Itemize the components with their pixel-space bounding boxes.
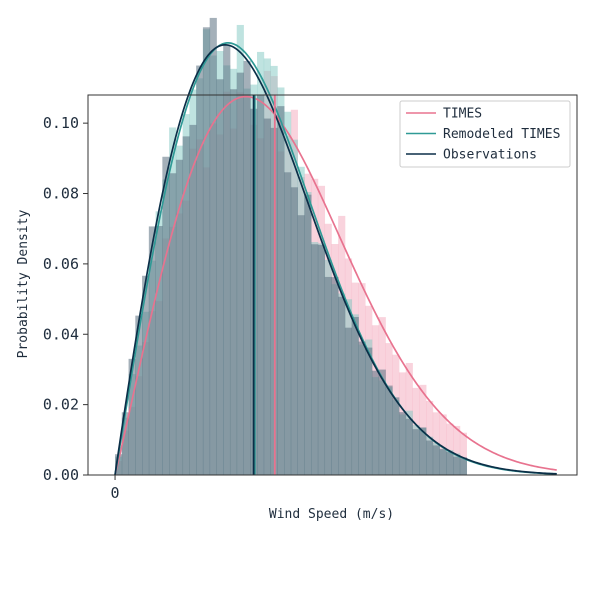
density-curve-times [114, 95, 557, 476]
hist-bar-observations [142, 275, 150, 475]
legend-label-times: TIMES [443, 107, 482, 122]
legend: TIMES Remodeled TIMES Observations [399, 100, 571, 168]
hist-bar-observations [169, 173, 177, 475]
legend-label-observations: Observations [443, 148, 537, 163]
y-axis-ticks: 0.00 0.02 0.04 0.06 0.08 0.10 [43, 114, 88, 484]
x-axis-ticks: 0 [111, 475, 120, 502]
hist-bar-observations [216, 79, 224, 476]
y-tick-label: 0.08 [43, 185, 79, 203]
hist-bar-observations [263, 118, 271, 475]
legend-label-remodeled-times: Remodeled TIMES [443, 127, 560, 142]
hist-bar-observations [257, 94, 265, 475]
hist-bar-observations [162, 156, 170, 475]
hist-bar-observations [405, 418, 413, 475]
histogram-bars [115, 17, 467, 476]
hist-bar-observations [196, 65, 204, 476]
hist-bar-observations [236, 72, 244, 475]
hist-bar-observations [432, 445, 440, 475]
density-curve-observations [114, 43, 557, 476]
hist-bar-times [453, 425, 461, 475]
legend-box [399, 100, 571, 168]
y-tick-label: 0.02 [43, 396, 79, 414]
y-tick-label: 0.10 [43, 114, 79, 132]
hist-bar-observations [175, 159, 184, 476]
hist-bar-observations [121, 412, 129, 475]
hist-bar-observations [284, 172, 292, 475]
hist-bar-observations [311, 244, 319, 475]
hist-bar-observations [453, 456, 461, 475]
hist-bar-observations [459, 457, 467, 475]
hist-bar-observations [304, 194, 312, 476]
hist-bar-observations [371, 370, 380, 475]
hist-bar-observations [385, 385, 393, 475]
hist-bar-observations [135, 315, 143, 475]
hist-bar-times [459, 432, 467, 475]
hist-bar-observations [398, 412, 407, 475]
hist-bar-observations [426, 440, 434, 475]
hist-bar-observations [358, 341, 366, 475]
density-curves [114, 42, 557, 476]
mean-lines [252, 95, 276, 475]
y-tick-label: 0.04 [43, 325, 79, 343]
hist-bar-observations [155, 226, 163, 475]
hist-bar-observations [297, 215, 305, 476]
hist-bar-observations [365, 347, 373, 475]
x-axis-title: Wind Speed (m/s) [269, 507, 394, 522]
hist-bar-observations [202, 27, 211, 475]
hist-bar-observations [324, 276, 332, 475]
x-tick-label: 0 [111, 484, 120, 502]
y-tick-label: 0.06 [43, 255, 79, 273]
hist-bar-observations [209, 17, 217, 476]
hist-bar-observations [351, 317, 359, 475]
hist-bar-observations [419, 427, 427, 475]
hist-bar-observations [243, 60, 251, 476]
hist-bar-times [446, 423, 454, 475]
hist-bar-observations [439, 448, 447, 475]
hist-bar-observations [317, 244, 326, 475]
hist-bar-observations [277, 106, 285, 475]
plot-frame [87, 94, 578, 476]
hist-bar-observations [392, 397, 400, 475]
hist-bar-observations [378, 369, 386, 475]
hist-bar-observations [223, 45, 231, 476]
hist-bar-observations [290, 187, 298, 475]
hist-bar-observations [229, 89, 238, 475]
hist-bar-observations [148, 226, 157, 475]
hist-bar-observations [182, 136, 190, 475]
hist-bar-observations [189, 124, 197, 476]
y-tick-label: 0.00 [43, 466, 79, 484]
hist-bar-observations [446, 452, 454, 475]
hist-bar-observations [128, 358, 136, 475]
hist-bar-observations [412, 429, 420, 475]
hist-bar-times [439, 414, 447, 475]
hist-bar-observations [115, 454, 123, 475]
hist-bar-observations [338, 296, 346, 475]
y-axis-title: Probability Density [16, 209, 31, 358]
hist-bar-observations [331, 277, 339, 475]
hist-bar-observations [344, 327, 353, 475]
